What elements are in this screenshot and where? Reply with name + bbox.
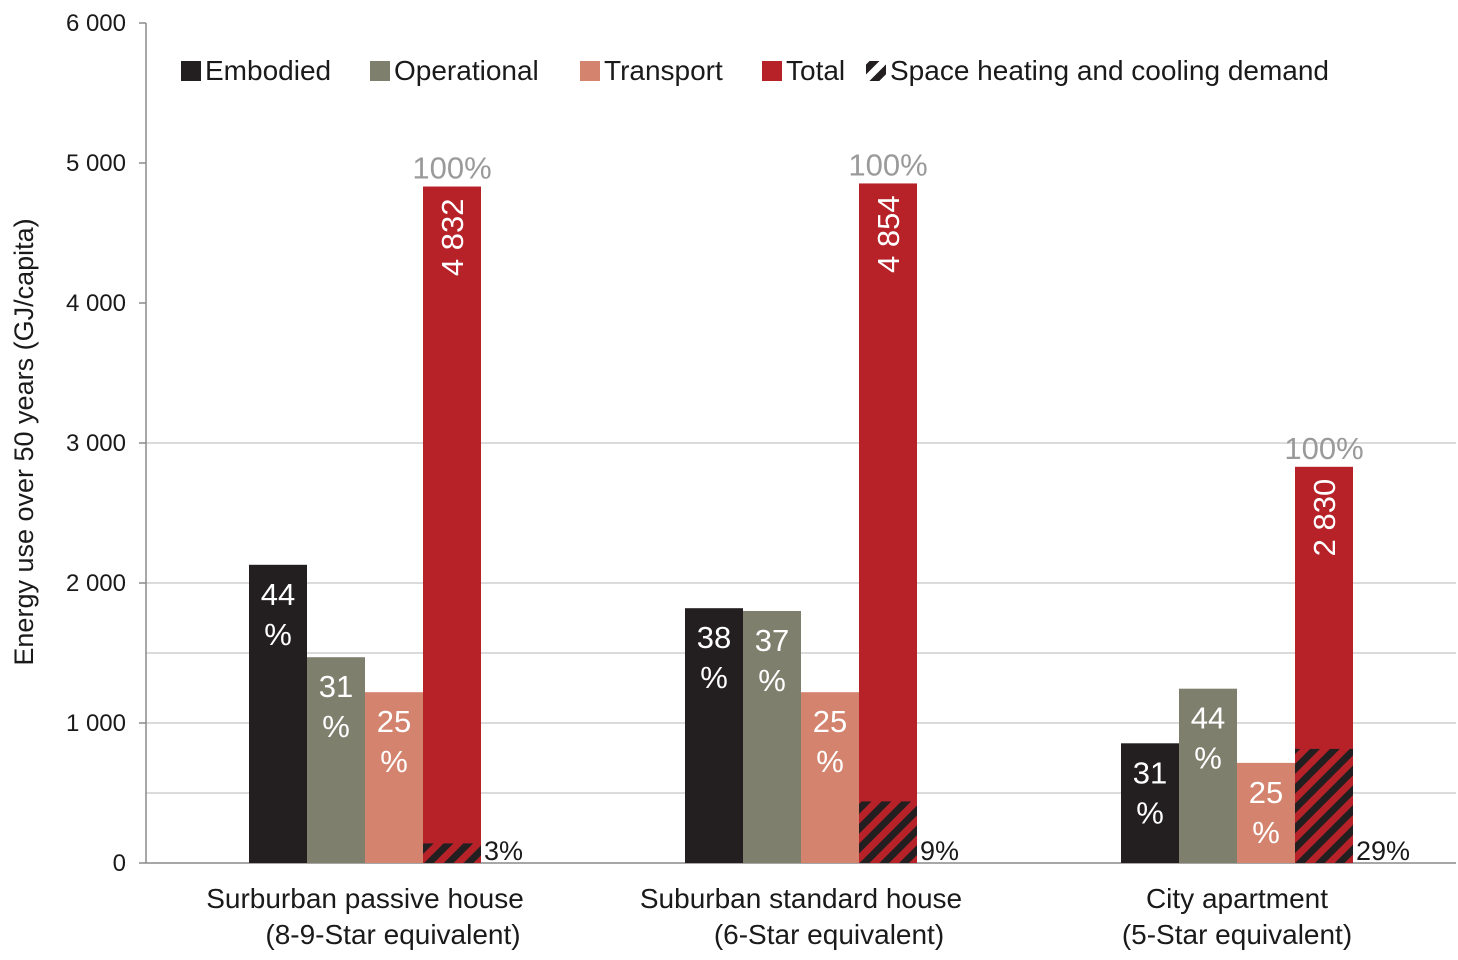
legend-label: Operational [394,55,539,86]
y-tick-label: 6 000 [66,10,126,37]
legend-label: Space heating and cooling demand [890,55,1329,86]
bar-percent-label: 44 [1191,701,1225,736]
y-tick-label: 3 000 [66,430,126,457]
legend-label: Embodied [205,55,331,86]
bar-space-heating [1295,748,1353,863]
category-label: Suburban standard house [640,883,962,914]
legend-swatch [866,61,886,81]
bar-percent-label: 25 [813,704,847,739]
total-percent-label: 100% [848,147,927,182]
legend-swatch [762,61,782,81]
bar-total [423,186,481,863]
space-heating-percent-label: 29% [1356,836,1410,866]
bar-percent-label: 38 [697,620,731,655]
bar-operational [1179,688,1237,863]
bar-percent-sign: % [1194,741,1222,776]
space-heating-percent-label: 9% [920,836,959,866]
y-tick-label: 5 000 [66,150,126,177]
bar-operational [743,611,801,863]
bar-transport [365,692,423,863]
y-tick-label: 1 000 [66,710,126,737]
bar-percent-sign: % [758,663,786,698]
bar-percent-label: 44 [261,577,295,612]
category-sublabel: (5-Star equivalent) [1122,919,1352,950]
legend-label: Transport [604,55,723,86]
bar-total [859,183,917,863]
total-percent-label: 100% [1284,431,1363,466]
total-value-label: 4 854 [871,195,906,273]
legend-swatch [181,61,201,81]
legend-label: Total [786,55,845,86]
bar-percent-sign: % [264,617,292,652]
y-tick-label: 2 000 [66,570,126,597]
bar-transport [801,692,859,863]
bar-transport [1237,762,1295,863]
bar-percent-label: 31 [1133,755,1167,790]
bar-percent-sign: % [700,660,728,695]
bar-percent-sign: % [380,744,408,779]
bar-space-heating [859,801,917,863]
bar-embodied [685,608,743,863]
bar-embodied [1121,743,1179,863]
total-value-label: 2 830 [1307,479,1342,557]
y-tick-label: 4 000 [66,290,126,317]
bar-space-heating [423,843,481,863]
bar-percent-label: 25 [1249,775,1283,810]
bar-percent-sign: % [1136,795,1164,830]
category-sublabel: (6-Star equivalent) [714,919,944,950]
bar-operational [307,657,365,863]
category-sublabel: (8-9-Star equivalent) [265,919,520,950]
bar-percent-sign: % [1252,815,1280,850]
bar-percent-label: 37 [755,623,789,658]
bar-embodied [249,564,307,863]
bar-percent-sign: % [322,709,350,744]
category-label: Surburban passive house [206,883,524,914]
bar-percent-label: 31 [319,669,353,704]
space-heating-percent-label: 3% [484,836,523,866]
total-value-label: 4 832 [435,199,470,277]
legend-swatch [370,61,390,81]
bar-percent-label: 25 [377,704,411,739]
category-label: City apartment [1146,883,1328,914]
total-percent-label: 100% [412,151,491,186]
y-axis-title: Energy use over 50 years (GJ/capita) [9,218,39,665]
y-tick-label: 0 [113,850,126,877]
legend-swatch [580,61,600,81]
bar-percent-sign: % [816,744,844,779]
